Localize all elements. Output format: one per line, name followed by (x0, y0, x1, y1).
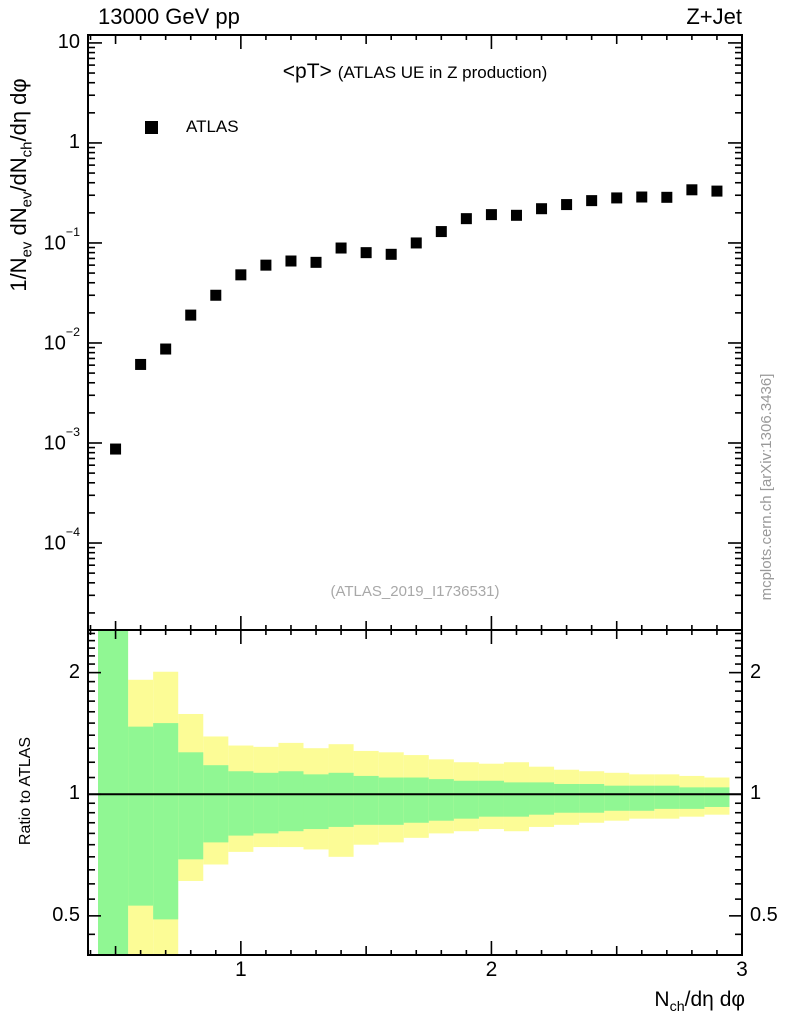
main-y-tick-label: 10−2 (43, 324, 80, 355)
data-point (360, 247, 372, 259)
ratio-y-tick-label-right: 0.5 (750, 903, 778, 926)
main-y-axis-label: 1/Nev dNev/dNch/dη dφ (6, 78, 36, 292)
main-y-tick-label: 10−1 (43, 224, 80, 255)
data-point (335, 242, 347, 254)
data-point (561, 199, 573, 211)
data-point (536, 203, 548, 215)
legend-square-marker-icon (145, 120, 158, 134)
x-tick-label: 2 (485, 958, 498, 981)
ratio-y-tick-label-left: 1 (68, 782, 80, 805)
data-point (661, 191, 673, 203)
ratio-y-tick-label-left: 0.5 (52, 903, 80, 926)
data-point (260, 259, 272, 271)
main-y-tick-label: 10 (57, 30, 80, 53)
ratio-inner-uncertainty-band (98, 630, 730, 955)
legend: ATLAS (145, 117, 239, 137)
panel-frames (87, 34, 743, 956)
data-point (385, 248, 397, 260)
mcplots-attribution: mcplots.cern.ch [arXiv:1306.3436] (758, 373, 775, 601)
data-point (110, 443, 122, 455)
beam-energy-label: 13000 GeV pp (98, 4, 240, 29)
data-point (210, 289, 222, 301)
main-y-tick-label: 10−4 (43, 524, 80, 555)
data-point (310, 256, 322, 268)
ratio-y-tick-label-right: 2 (750, 660, 762, 683)
ratio-y-tick-label-right: 1 (750, 782, 762, 805)
process-label: Z+Jet (686, 4, 742, 29)
x-tick-label: 1 (235, 958, 247, 981)
data-point (435, 226, 447, 238)
analysis-name: (ATLAS UE in Z production) (337, 63, 548, 82)
main-y-tick-label: 10−3 (43, 424, 80, 455)
legend-label: ATLAS (186, 117, 239, 136)
data-point (586, 195, 598, 207)
data-point (235, 269, 247, 281)
data-point (460, 213, 472, 225)
x-tick-label: 3 (736, 958, 748, 981)
analysis-id-watermark: (ATLAS_2019_I1736531) (330, 583, 500, 600)
data-point (185, 309, 197, 321)
data-point (711, 185, 723, 197)
data-point (135, 358, 147, 370)
data-point (410, 237, 422, 249)
data-point (611, 192, 623, 204)
data-point (510, 209, 522, 221)
data-point (686, 184, 698, 196)
axis-ticks (88, 35, 743, 955)
observable-name: <pT> (282, 60, 332, 83)
data-point (485, 209, 497, 221)
plot-title: <pT> (ATLAS UE in Z production) (88, 60, 742, 84)
data-point (285, 255, 297, 267)
ratio-y-tick-label-left: 2 (68, 660, 80, 683)
data-points-atlas (110, 184, 723, 455)
data-point (636, 191, 648, 203)
x-axis-label: Nch/dη dφ (654, 988, 745, 1016)
data-point (160, 343, 172, 355)
main-y-tick-label: 1 (68, 130, 80, 153)
